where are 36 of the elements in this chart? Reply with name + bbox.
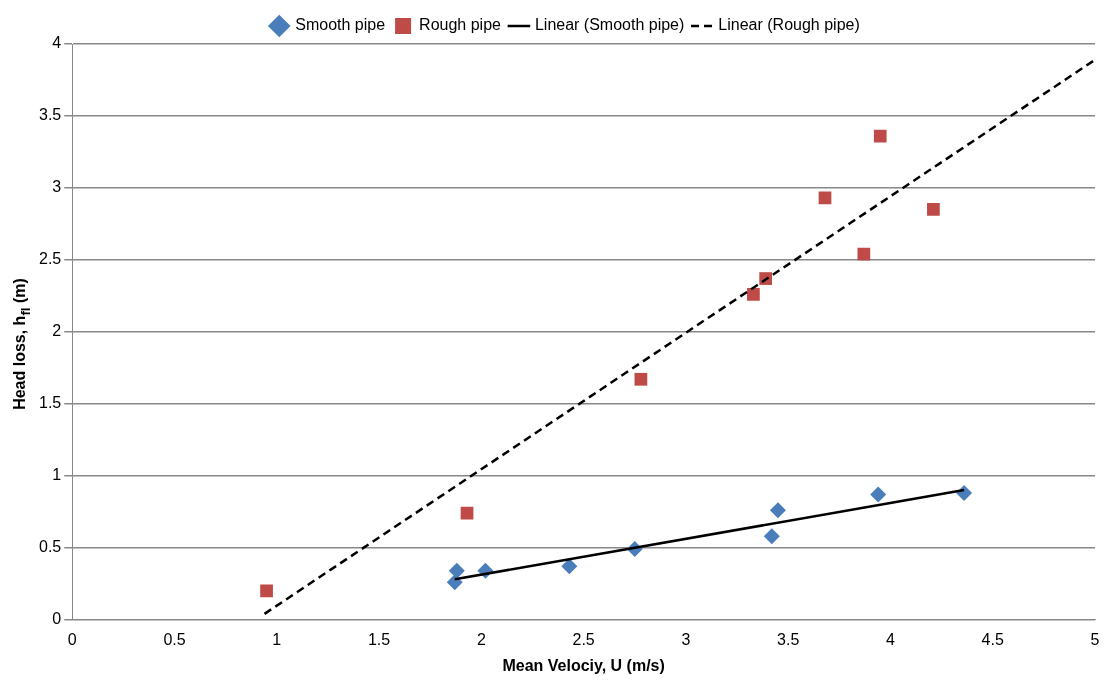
point (870, 486, 887, 503)
x-tick-label: 5 (1090, 630, 1100, 648)
x-tick-label: 4.5 (981, 630, 1004, 648)
y-tick-label: 3 (52, 178, 62, 196)
x-tick-label: 3 (681, 630, 691, 648)
x-tick-label: 0 (67, 630, 77, 648)
x-tick-label: 1 (272, 630, 282, 648)
point (873, 129, 887, 143)
y-tick-label: 3.5 (38, 106, 62, 124)
y-tick-label: 1 (52, 466, 62, 484)
y-tick-label: 1.5 (38, 394, 62, 412)
point (448, 562, 465, 579)
y-tick-label: 4 (52, 34, 62, 52)
legend-label: Rough pipe (419, 16, 502, 34)
point (857, 247, 871, 261)
x-tick-label: 1.5 (367, 630, 391, 648)
x-tick-label: 3.5 (777, 630, 800, 648)
legend-label: Smooth pipe (295, 16, 386, 34)
x-tick-label: 2.5 (572, 630, 595, 648)
y-tick-label: 2 (52, 322, 62, 340)
legend-label: Linear (Smooth pipe) (534, 16, 685, 34)
point (260, 584, 273, 598)
x-tick-label: 4 (886, 630, 895, 648)
x-tick-label: 2 (476, 630, 486, 648)
point (561, 558, 578, 575)
point (927, 203, 940, 216)
y-tick-label: 0 (52, 610, 62, 628)
point (634, 372, 648, 386)
point (769, 502, 786, 519)
point (763, 528, 780, 545)
x-axis-title: Mean Velociy, U (m/s) (502, 656, 665, 674)
x-tick-label: 0.5 (163, 630, 186, 648)
point (747, 288, 760, 301)
legend-label: Linear (Rough pipe) (718, 16, 860, 34)
y-tick-label: 0.5 (38, 538, 62, 556)
y-tick-label: 2.5 (38, 250, 62, 268)
